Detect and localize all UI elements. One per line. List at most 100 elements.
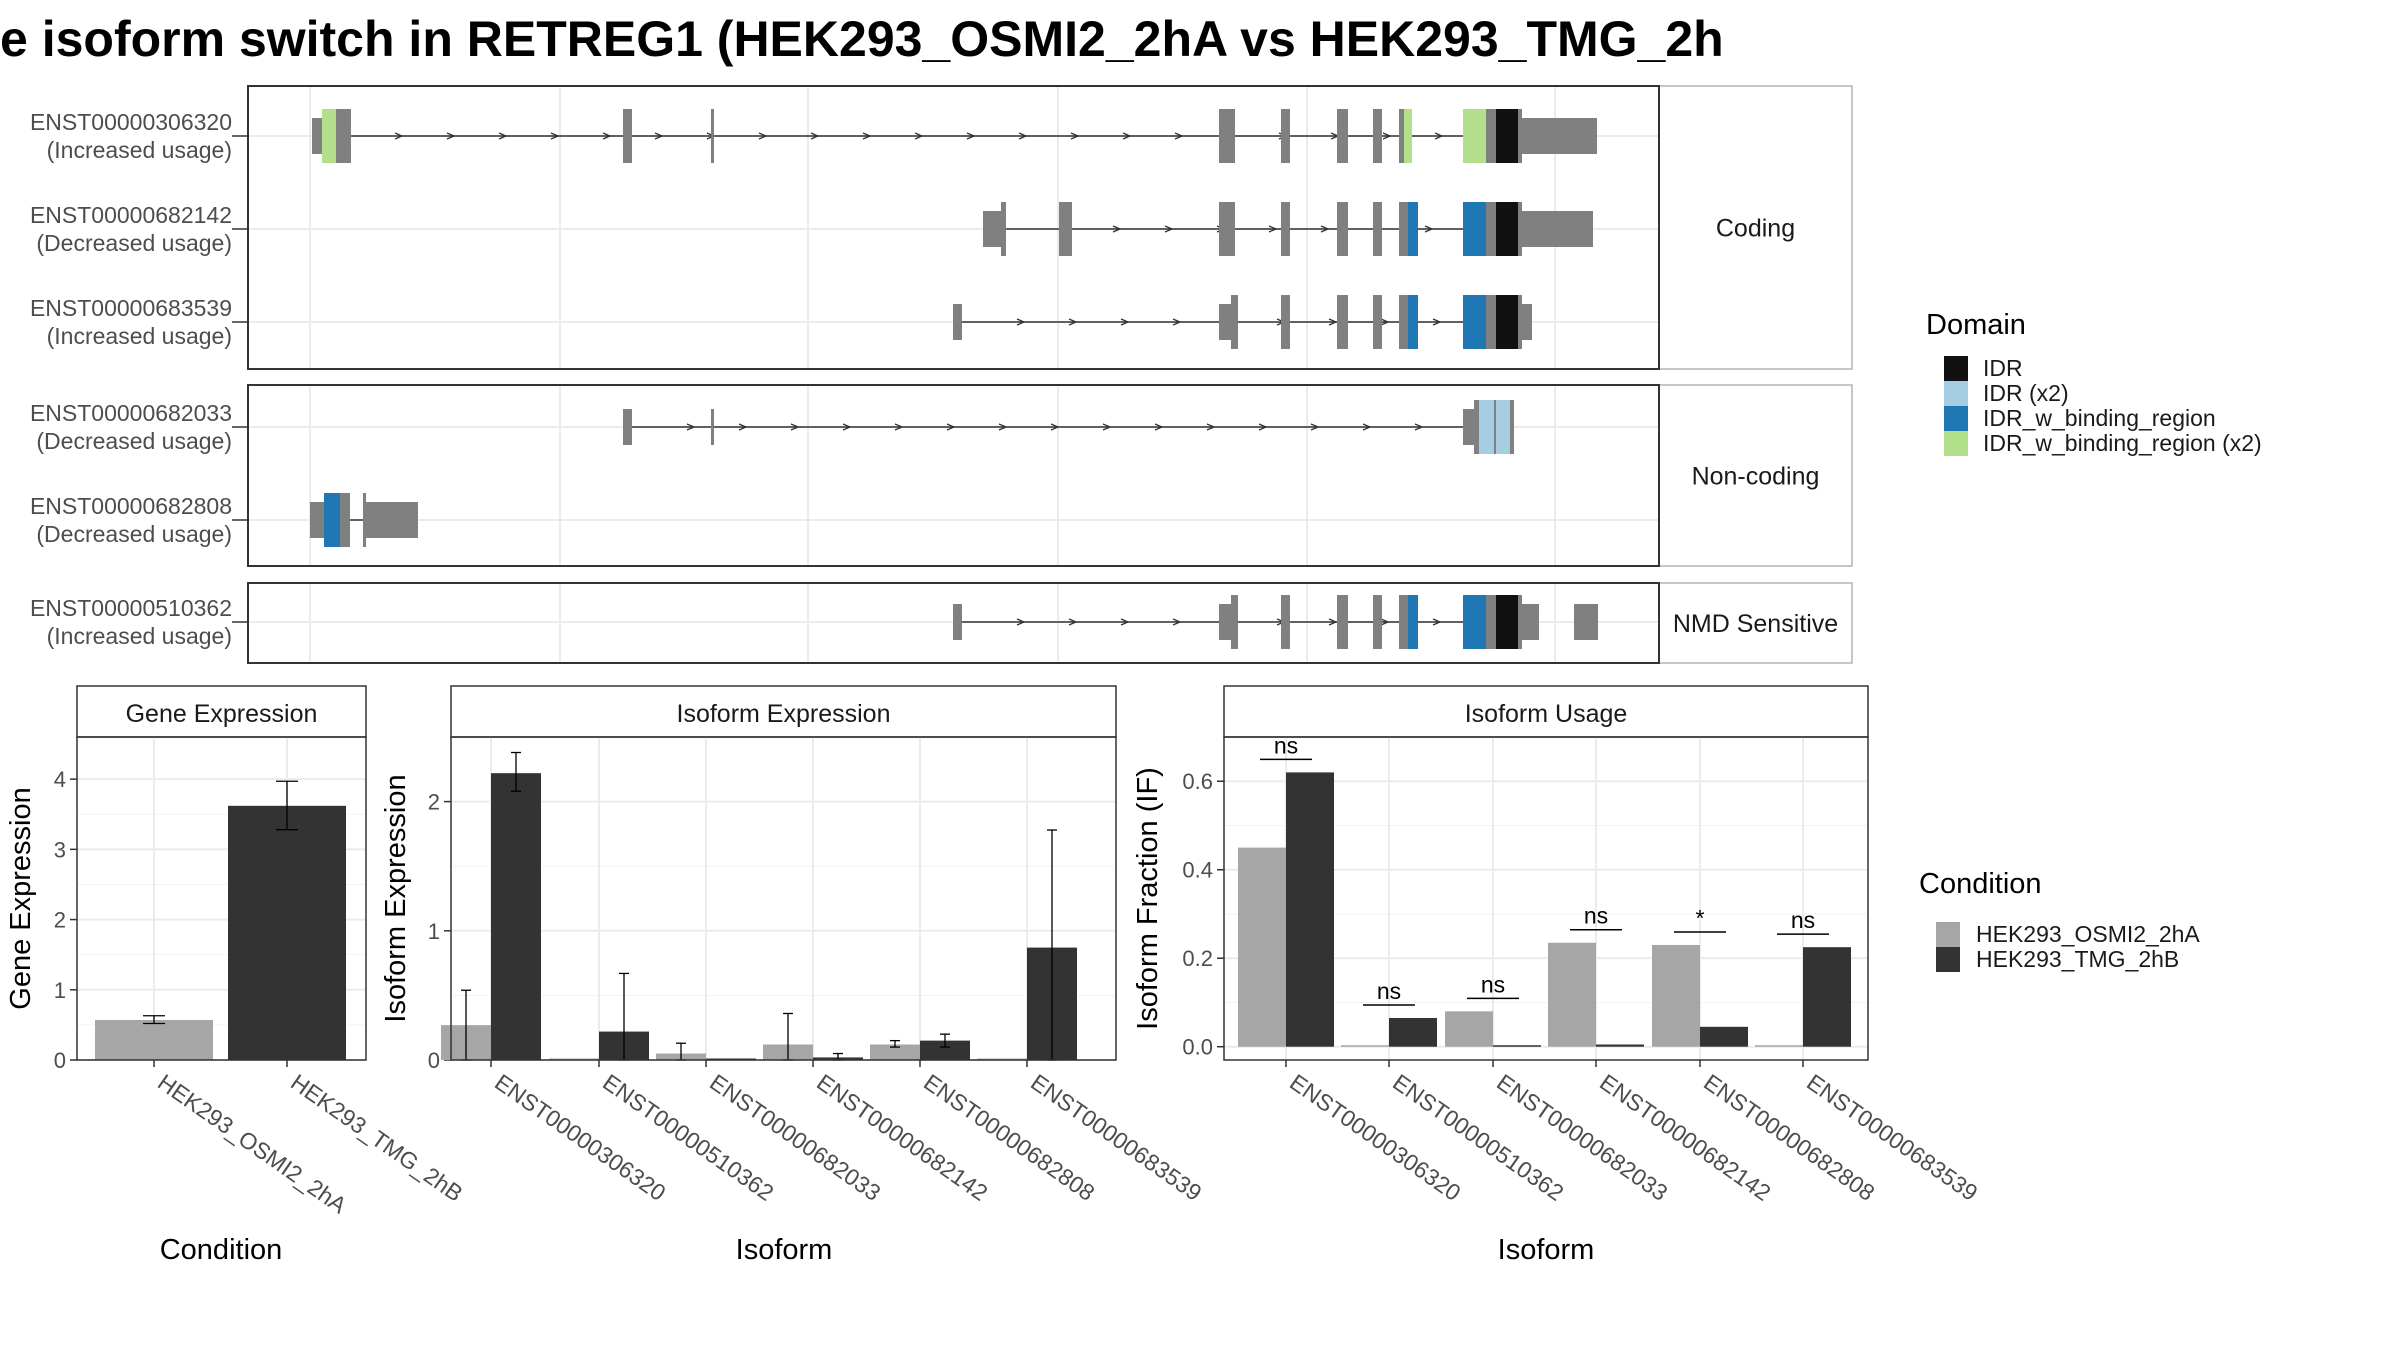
panel-border [247, 384, 1660, 567]
exon-block [1231, 295, 1238, 349]
exon-block [983, 211, 1001, 247]
strand-arrow [1102, 423, 1112, 431]
strand-arrow [758, 132, 768, 140]
strand-arrow [550, 132, 560, 140]
x-tick-label: ENST00000510362 [1388, 1069, 1568, 1206]
series-1-bar [1803, 947, 1851, 1047]
strand-arrow [738, 423, 748, 431]
y-tick-label: 3 [54, 837, 66, 862]
domain-segment-idr [1496, 109, 1518, 163]
strand-arrow [394, 132, 404, 140]
chart-1: Isoform Expression012ENST00000306320ENST… [380, 685, 1207, 1266]
exon-block [1574, 604, 1598, 640]
condition-legend-swatch [1936, 947, 1960, 972]
category-label: NMD Sensitive [1673, 610, 1838, 638]
exon-block [1059, 202, 1072, 256]
strand-arrow [1172, 318, 1182, 326]
strand-arrow [1112, 225, 1122, 233]
strand-arrow [998, 423, 1008, 431]
series-1-bar [1493, 1045, 1541, 1047]
strand-arrow [810, 132, 820, 140]
exon-block [1373, 295, 1382, 349]
domain-legend-swatch [1944, 356, 1968, 381]
strand-arrow [894, 423, 904, 431]
transcript-usage-label: (Increased usage) [47, 137, 232, 163]
chart-title-strip [450, 685, 1117, 738]
transcript-usage-label: (Increased usage) [47, 323, 232, 349]
strand-arrow [914, 132, 924, 140]
strand-arrow [1122, 132, 1132, 140]
strand-arrow [1018, 132, 1028, 140]
exon-block [1463, 409, 1474, 445]
strand-arrow [1154, 423, 1164, 431]
transcript-id-label: ENST00000683539 [30, 295, 232, 321]
y-tick-label: 0.6 [1182, 769, 1213, 794]
strand-arrow [1328, 318, 1338, 326]
domain-segment-idr-w-binding-region-x2 [322, 109, 336, 163]
series-0-bar [1755, 1045, 1803, 1047]
strand-arrow [966, 132, 976, 140]
series-0-bar [870, 1044, 920, 1060]
strand-arrow [1206, 423, 1216, 431]
bar-charts: Gene Expression01234HEK293_OSMI2_2hAHEK2… [5, 685, 1983, 1266]
strand-arrow [1172, 618, 1182, 626]
strand-arrow [1016, 618, 1026, 626]
x-tick-label: ENST00000682808 [1699, 1069, 1879, 1206]
condition-legend-title: Condition [1919, 868, 2042, 900]
x-tick-label: ENST00000683539 [1026, 1069, 1206, 1206]
strand-arrow [1328, 618, 1338, 626]
significance-label: ns [1584, 903, 1608, 929]
domain-legend-swatch [1944, 406, 1968, 431]
exon-block [1522, 118, 1597, 154]
domain-segment-idr [1496, 202, 1518, 256]
category-label: Non-coding [1692, 463, 1820, 491]
strand-arrow [1016, 318, 1026, 326]
y-tick-label: 0.0 [1182, 1035, 1213, 1060]
domain-segment-exon [1518, 109, 1522, 163]
chart-0: Gene Expression01234HEK293_OSMI2_2hAHEK2… [5, 685, 468, 1266]
domain-segment-idr-w-binding-region [1463, 202, 1486, 256]
panel-border [247, 85, 1660, 370]
exon-block [1281, 595, 1290, 649]
domain-segment-exon [1518, 202, 1522, 256]
exon-block [953, 604, 962, 640]
y-axis-title: Isoform Fraction (IF) [1132, 767, 1164, 1030]
transcript-id-label: ENST00000682142 [30, 202, 232, 228]
y-tick-label: 2 [54, 908, 66, 933]
domain-segment-exon [1486, 109, 1496, 163]
y-axis-title: Isoform Expression [380, 774, 412, 1022]
series-0-bar [1652, 944, 1700, 1047]
y-tick-label: 0 [54, 1048, 66, 1073]
domain-legend-title: Domain [1926, 309, 2026, 341]
panel-background [248, 385, 1659, 566]
strand-arrow [1432, 618, 1442, 626]
condition-legend-label: HEK293_TMG_2hB [1976, 946, 2179, 972]
domain-segment-idr-w-binding-region [1463, 295, 1486, 349]
chart-border [76, 736, 367, 1061]
strand-arrow [1432, 318, 1442, 326]
strand-arrow [1050, 423, 1060, 431]
significance-label: * [1696, 905, 1705, 931]
domain-segment-idr-w-binding-region-x2 [1404, 109, 1412, 163]
series-1-bar [1286, 772, 1334, 1047]
chart-title: Isoform Usage [1465, 700, 1628, 728]
domain-segment-idr-w-binding-region [324, 493, 340, 547]
y-axis-title: Gene Expression [5, 787, 37, 1009]
domain-segment-exon [1486, 595, 1496, 649]
y-tick-label: 4 [54, 767, 66, 792]
exon-block [1337, 595, 1348, 649]
transcript-id-label: ENST00000510362 [30, 595, 232, 621]
strand-arrow [790, 423, 800, 431]
figure-title: e isoform switch in RETREG1 (HEK293_OSMI… [0, 11, 1724, 67]
exon-block [711, 109, 714, 163]
domain-segment-idr-w-binding-region [1463, 595, 1486, 649]
x-tick-label: ENST00000682808 [919, 1069, 1099, 1206]
x-tick-label: ENST00000682142 [812, 1069, 992, 1206]
strand-arrow [654, 132, 664, 140]
